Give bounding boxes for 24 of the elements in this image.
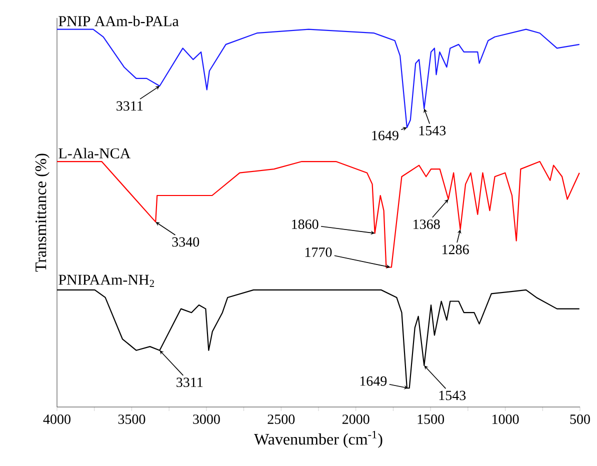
annotation: 1649 [360,376,387,386]
x-tick-label: 500 [570,414,590,424]
x-tick-label: 3500 [118,414,146,424]
series-label: L-Ala-NCA [58,148,131,158]
annotation: 1649 [372,130,398,140]
annotation: 3311 [116,101,143,111]
x-tick-label: 3000 [193,414,220,424]
annotation: 3311 [176,378,203,388]
annotation: 3340 [172,237,200,247]
annotation: 1543 [439,390,466,400]
x-tick-label: 2500 [268,414,295,424]
x-tick-label: 1500 [418,414,444,424]
y-axis-title: Transmittance (%) [34,154,50,272]
series-label: PNIP AAm-b-PALa [58,16,179,26]
x-tick-label: 2000 [342,414,370,424]
x-tick-label: 4000 [43,414,70,424]
x-axis-title: Wavenumber (cm$^{-1}$) [254,430,382,448]
annotation: 1286 [442,244,469,254]
annotation: 1543 [419,126,446,136]
annotation: 1368 [414,220,440,230]
series-label: PNIPAAm-NH$_{2}$ [58,274,154,287]
annotation: 1860 [292,220,318,229]
annotation: 1770 [305,248,332,257]
x-tick-label: 1000 [492,414,519,424]
